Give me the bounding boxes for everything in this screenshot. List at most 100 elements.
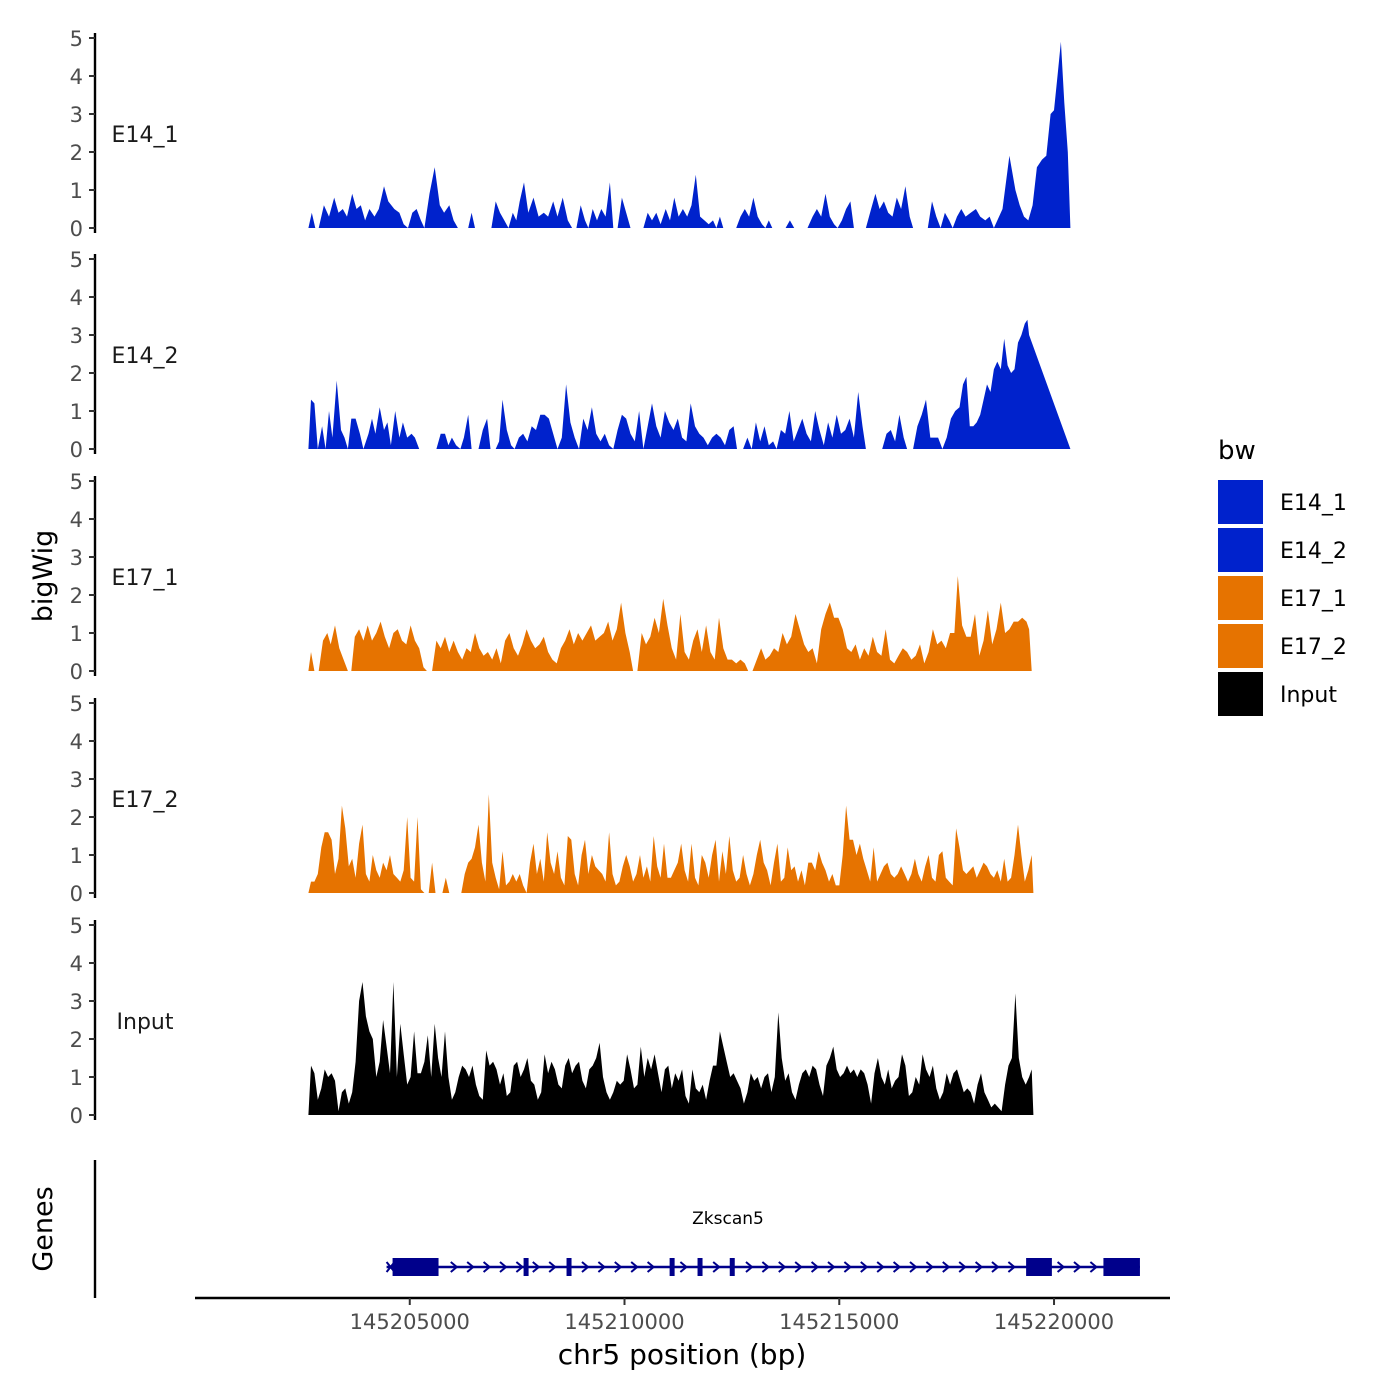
gene-exon: [1026, 1258, 1052, 1276]
legend-entry-label: Input: [1280, 683, 1337, 708]
y-tick-label: 3: [70, 546, 83, 570]
track-e14-2: 0 1 2 3 4 5 E14_2: [70, 248, 1071, 462]
strand-chevron: [827, 1261, 836, 1273]
strand-chevron: [1056, 1261, 1066, 1273]
y-tick-label: 2: [70, 584, 83, 608]
y-tick-label: 0: [70, 217, 83, 241]
strand-chevron: [1089, 1261, 1098, 1273]
strand-chevron: [1073, 1261, 1082, 1273]
y-tick-label: 5: [70, 248, 83, 272]
gene-exon: [729, 1258, 735, 1276]
legend-swatch: [1218, 528, 1263, 572]
gene-exon: [669, 1258, 675, 1276]
track-area-e14-1: [308, 41, 1071, 228]
y-axis-title: bigWig: [28, 530, 59, 623]
x-axis-title: chr5 position (bp): [558, 1338, 807, 1371]
y-tick-label: 5: [70, 914, 83, 938]
strand-chevron: [974, 1261, 984, 1273]
y-tick-label: 3: [70, 324, 83, 348]
y-tick-label: 5: [70, 27, 83, 51]
track-area-e17-1: [308, 576, 1032, 671]
track-label: E14_2: [112, 344, 179, 369]
x-axis: chr5 position (bp) 145205000 145210000 145…: [195, 1296, 1170, 1371]
y-tick-label: 4: [70, 286, 83, 310]
y-tick-label: 4: [70, 65, 83, 89]
track-input: 0 1 2 3 4 5 Input: [70, 914, 1034, 1128]
y-tick-label: 5: [70, 692, 83, 716]
strand-chevron: [581, 1261, 590, 1273]
gene-exon: [392, 1258, 439, 1276]
legend-swatch: [1218, 480, 1263, 524]
track-label: Input: [117, 1010, 174, 1035]
gene-name-label: Zkscan5: [692, 1209, 764, 1229]
track-e17-2: 0 1 2 3 4 5 E17_2: [70, 692, 1034, 906]
legend: bw E14_1 E14_2 E17_1 E17_2 Input: [1218, 436, 1347, 716]
strand-chevron: [614, 1261, 623, 1273]
x-tick-label: 145215000: [779, 1310, 899, 1334]
y-tick-label: 0: [70, 438, 83, 462]
y-tick-label: 1: [70, 622, 83, 646]
strand-chevron: [1007, 1261, 1016, 1273]
y-tick-label: 5: [70, 470, 83, 494]
strand-chevron: [450, 1261, 459, 1273]
strand-chevron: [745, 1261, 754, 1273]
track-area-e14-2: [308, 319, 1071, 449]
gene-exon: [523, 1258, 529, 1276]
track-e17-1: 0 1 2 3 4 5 E17_1: [70, 470, 1032, 684]
strand-chevron: [630, 1261, 639, 1273]
gene-model: [385, 1258, 1140, 1276]
legend-swatch: [1218, 624, 1263, 668]
y-tick-label: 2: [70, 141, 83, 165]
strand-chevron: [925, 1261, 934, 1273]
y-tick-label: 4: [70, 952, 83, 976]
gene-exon: [1103, 1258, 1140, 1276]
strand-chevron: [597, 1261, 606, 1273]
y-tick-label: 0: [70, 882, 83, 906]
y-tick-label: 4: [70, 730, 83, 754]
legend-entry-label: E14_2: [1280, 539, 1347, 564]
strand-chevron: [942, 1261, 951, 1273]
strand-chevron: [810, 1261, 820, 1273]
y-tick-label: 3: [70, 103, 83, 127]
y-tick-label: 2: [70, 1028, 83, 1052]
gene-exon: [697, 1258, 703, 1276]
y-tick-label: 3: [70, 768, 83, 792]
y-tick-label: 0: [70, 1104, 83, 1128]
legend-title: bw: [1218, 436, 1256, 466]
strand-chevron: [761, 1261, 770, 1273]
strand-chevron: [876, 1261, 885, 1273]
strand-chevron: [466, 1261, 475, 1273]
track-label: E17_1: [112, 566, 179, 591]
strand-chevron: [892, 1261, 902, 1273]
legend-swatch: [1218, 576, 1263, 620]
strand-chevron: [548, 1261, 557, 1273]
y-tick-label: 0: [70, 660, 83, 684]
track-area-input: [308, 982, 1034, 1115]
strand-chevron: [482, 1261, 492, 1273]
strand-chevron: [991, 1261, 1000, 1273]
strand-chevron: [532, 1261, 541, 1273]
bigwig-tracks: 0 1 2 3 4 5 E14_1 0 1 2 3 4 5 E14_2 0 1 2 3 4 5 E17_1 0 1 2 3 4 5 E…: [70, 27, 1071, 1128]
legend-entry-label: E14_1: [1280, 491, 1347, 516]
strand-chevron: [909, 1261, 918, 1273]
track-label: E17_2: [112, 788, 179, 813]
y-tick-label: 3: [70, 990, 83, 1014]
strand-chevron: [646, 1261, 656, 1273]
strand-chevron: [860, 1261, 869, 1273]
track-area-e17-2: [308, 794, 1034, 893]
gene-exon: [566, 1258, 572, 1276]
strand-chevron: [958, 1261, 967, 1273]
genes-axis-title: Genes: [28, 1186, 59, 1271]
strand-chevron: [679, 1261, 688, 1273]
x-tick-label: 145205000: [350, 1310, 470, 1334]
strand-chevron: [843, 1261, 852, 1273]
x-tick-label: 145210000: [564, 1310, 684, 1334]
y-tick-label: 1: [70, 844, 83, 868]
x-tick-label: 145220000: [994, 1310, 1114, 1334]
track-e14-1: 0 1 2 3 4 5 E14_1: [70, 27, 1071, 241]
strand-chevron: [778, 1261, 787, 1273]
strand-chevron: [794, 1261, 803, 1273]
strand-chevron: [499, 1261, 508, 1273]
